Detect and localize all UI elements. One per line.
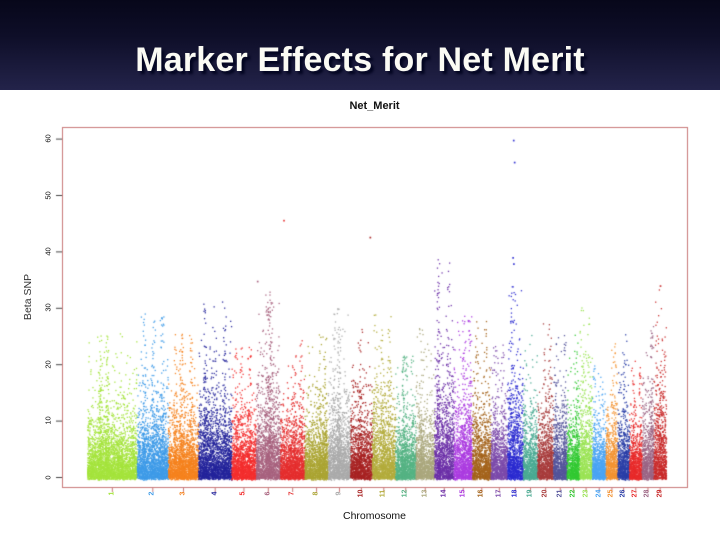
- x-tick-label-chromosome: 27: [631, 489, 639, 498]
- y-tick-label: 0: [43, 474, 53, 480]
- x-tick-label-chromosome: 19: [526, 489, 534, 498]
- slide-title: Marker Effects for Net Merit: [135, 41, 585, 79]
- y-tick-label: 60: [43, 134, 53, 143]
- x-tick-label-chromosome: 23: [582, 489, 590, 498]
- x-tick-label-chromosome: 4: [211, 491, 219, 496]
- x-tick-label-chromosome: 3: [179, 491, 187, 496]
- manhattan-plot: Net_Merit Chromosome Beta SNP 0 10 20 30 40 5…: [0, 90, 720, 540]
- x-tick-label-chromosome: 2: [148, 491, 156, 496]
- y-tick-label: 50: [43, 190, 53, 200]
- x-tick-label-chromosome: 21: [556, 489, 564, 498]
- x-tick-label-chromosome: 20: [541, 489, 549, 498]
- x-tick-label-chromosome: 10: [357, 489, 365, 498]
- x-tick-label-chromosome: 26: [619, 489, 627, 498]
- x-tick-label-chromosome: 29: [656, 489, 664, 498]
- slide-header: Marker Effects for Net Merit: [0, 0, 720, 90]
- x-tick-label-chromosome: 17: [495, 489, 503, 498]
- x-tick-label-chromosome: 12: [401, 489, 409, 498]
- y-tick-label: 10: [43, 416, 53, 425]
- y-tick-label: 20: [43, 360, 53, 369]
- x-tick-label-chromosome: 5: [239, 491, 247, 496]
- plot-title: Net_Merit: [349, 100, 400, 112]
- x-axis-title: Chromosome: [342, 510, 407, 522]
- x-tick-label-chromosome: 11: [379, 489, 387, 498]
- x-tick-label-chromosome: 22: [569, 489, 577, 498]
- x-tick-label-chromosome: 1: [108, 491, 116, 496]
- y-tick-label: 40: [43, 247, 53, 256]
- x-tick-label-chromosome: 24: [595, 489, 603, 498]
- x-tick-label-chromosome: 13: [421, 489, 429, 498]
- manhattan-plot-canvas: [0, 90, 720, 540]
- y-tick-label: 30: [43, 303, 53, 312]
- x-tick-label-chromosome: 15: [459, 489, 467, 498]
- x-tick-label-chromosome: 18: [511, 489, 519, 498]
- x-tick-label-chromosome: 6: [264, 491, 272, 496]
- x-tick-label-chromosome: 8: [312, 491, 320, 496]
- x-tick-label-chromosome: 14: [440, 489, 448, 498]
- x-tick-label-chromosome: 25: [607, 489, 615, 498]
- x-tick-label-chromosome: 16: [477, 489, 485, 498]
- x-tick-label-chromosome: 7: [288, 491, 296, 496]
- y-axis-title: Beta SNP: [22, 273, 34, 321]
- x-tick-label-chromosome: 9: [335, 491, 343, 496]
- x-tick-label-chromosome: 28: [643, 489, 651, 498]
